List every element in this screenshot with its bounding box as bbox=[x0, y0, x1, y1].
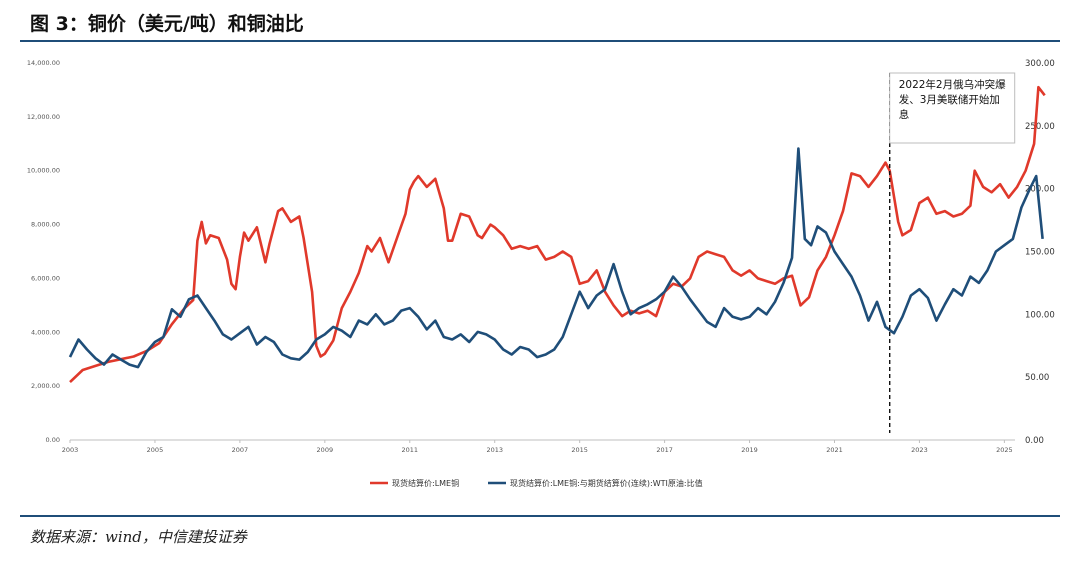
y-right-tick-label: 0.00 bbox=[1025, 436, 1044, 446]
y-right-tick-label: 200.00 bbox=[1025, 185, 1055, 195]
x-tick-label: 2003 bbox=[62, 446, 79, 454]
legend-label: 现货结算价:LME铜 bbox=[392, 478, 459, 488]
x-tick-label: 2013 bbox=[486, 446, 503, 454]
x-tick-label: 2017 bbox=[656, 446, 673, 454]
x-tick-label: 2021 bbox=[826, 446, 843, 454]
bottom-rule bbox=[20, 515, 1060, 517]
y-left-tick-label: 10,000.00 bbox=[27, 167, 60, 175]
y-left-tick-label: 8,000.00 bbox=[31, 221, 60, 229]
y-left-tick-label: 2,000.00 bbox=[31, 382, 60, 390]
data-source-note: 数据来源：wind，中信建投证券 bbox=[30, 528, 247, 546]
y-left-tick-label: 12,000.00 bbox=[27, 113, 60, 121]
annotation-text: 息 bbox=[899, 108, 910, 121]
x-tick-label: 2025 bbox=[996, 446, 1013, 454]
x-tick-label: 2005 bbox=[147, 446, 164, 454]
annotation-text: 2022年2月俄乌冲突爆 bbox=[899, 78, 1006, 91]
x-tick-label: 2019 bbox=[741, 446, 758, 454]
x-tick-label: 2007 bbox=[232, 446, 249, 454]
y-left-tick-label: 6,000.00 bbox=[31, 274, 60, 282]
y-right-tick-label: 150.00 bbox=[1025, 248, 1055, 258]
y-right-tick-label: 300.00 bbox=[1025, 59, 1055, 69]
y-left-tick-label: 0.00 bbox=[46, 436, 60, 444]
x-tick-label: 2011 bbox=[402, 446, 419, 454]
annotation-text: 发、3月美联储开始加 bbox=[899, 93, 1000, 106]
copper-oil-ratio-line bbox=[68, 147, 1044, 369]
legend-label: 现货结算价:LME铜:与期货结算价(连续):WTI原油:比值 bbox=[510, 478, 703, 488]
annotation-box bbox=[889, 72, 1016, 144]
y-right-tick-label: 50.00 bbox=[1025, 373, 1049, 383]
legend: 现货结算价:LME铜 现货结算价:LME铜:与期货结算价(连续):WTI原油:比值 bbox=[370, 478, 703, 488]
y-left-tick-label: 14,000.00 bbox=[27, 59, 60, 67]
top-rule bbox=[20, 40, 1060, 42]
y-right-tick-label: 100.00 bbox=[1025, 310, 1055, 320]
y-right-tick-label: 250.00 bbox=[1025, 122, 1055, 132]
axis-ticks: 0.00 2,000.00 4,000.00 6,000.00 8,000.00 10,0… bbox=[27, 59, 1055, 454]
series-lines bbox=[68, 85, 1046, 384]
x-tick-label: 2015 bbox=[571, 446, 588, 454]
x-tick-label: 2023 bbox=[911, 446, 928, 454]
y-left-tick-label: 4,000.00 bbox=[31, 328, 60, 336]
figure-title: 图 3：铜价（美元/吨）和铜油比 bbox=[30, 13, 304, 35]
copper-price-line bbox=[69, 85, 1046, 384]
x-tick-label: 2009 bbox=[317, 446, 334, 454]
